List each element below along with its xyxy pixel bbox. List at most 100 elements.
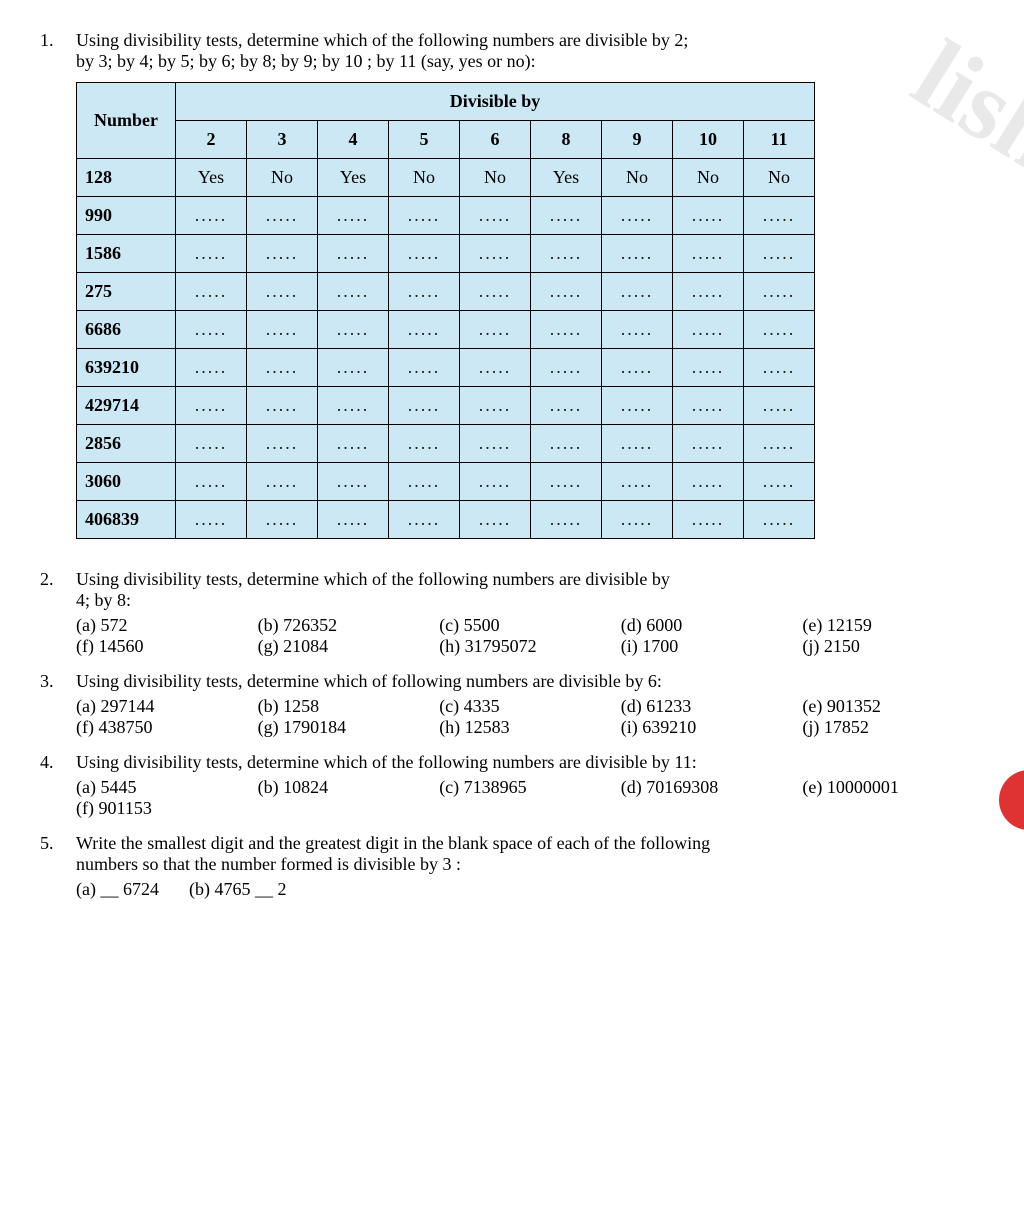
cell-value: ..... xyxy=(460,501,531,539)
table-row: 1586....................................… xyxy=(77,235,815,273)
row-number: 1586 xyxy=(77,235,176,273)
option-item: (b) 726352 xyxy=(258,615,440,636)
cell-value: ..... xyxy=(744,235,815,273)
cell-value: ..... xyxy=(460,463,531,501)
question-number: 5. xyxy=(40,833,76,900)
cell-value: ..... xyxy=(247,425,318,463)
cell-value: Yes xyxy=(318,159,389,197)
cell-value: No xyxy=(247,159,318,197)
cell-value: ..... xyxy=(744,349,815,387)
cell-value: ..... xyxy=(460,235,531,273)
cell-value: ..... xyxy=(389,349,460,387)
cell-value: ..... xyxy=(673,501,744,539)
header-number: Number xyxy=(77,83,176,159)
cell-value: ..... xyxy=(389,197,460,235)
cell-value: ..... xyxy=(531,387,602,425)
table-row: 406839..................................… xyxy=(77,501,815,539)
cell-value: ..... xyxy=(602,197,673,235)
table-divisor-row: 23456891011 xyxy=(77,121,815,159)
option-item: (a) 5445 xyxy=(76,777,258,798)
cell-value: ..... xyxy=(531,273,602,311)
option-item: (a) 572 xyxy=(76,615,258,636)
cell-value: ..... xyxy=(531,425,602,463)
cell-value: ..... xyxy=(460,425,531,463)
divisor-header: 6 xyxy=(460,121,531,159)
divisor-header: 11 xyxy=(744,121,815,159)
q1-line2: by 3; by 4; by 5; by 6; by 8; by 9; by 1… xyxy=(76,51,984,72)
row-number: 429714 xyxy=(77,387,176,425)
q1-line1: Using divisibility tests, determine whic… xyxy=(76,30,984,51)
table-row: 6686....................................… xyxy=(77,311,815,349)
option-item: (d) 61233 xyxy=(621,696,803,717)
cell-value: ..... xyxy=(389,387,460,425)
cell-value: ..... xyxy=(744,197,815,235)
cell-value: ..... xyxy=(247,197,318,235)
cell-value: ..... xyxy=(531,311,602,349)
cell-value: ..... xyxy=(673,197,744,235)
cell-value: ..... xyxy=(602,425,673,463)
cell-value: ..... xyxy=(318,463,389,501)
cell-value: ..... xyxy=(318,425,389,463)
cell-value: ..... xyxy=(673,273,744,311)
table-row: 429714..................................… xyxy=(77,387,815,425)
q4-options: (a) 5445(b) 10824(c) 7138965(d) 70169308… xyxy=(76,777,984,819)
option-item: (b) 10824 xyxy=(258,777,440,798)
cell-value: ..... xyxy=(318,387,389,425)
table-row: 128YesNoYesNoNoYesNoNoNo xyxy=(77,159,815,197)
table-row: 2856....................................… xyxy=(77,425,815,463)
cell-value: ..... xyxy=(673,311,744,349)
question-body: Using divisibility tests, determine whic… xyxy=(76,569,984,661)
divisor-header: 2 xyxy=(176,121,247,159)
cell-value: ..... xyxy=(460,197,531,235)
option-item: (j) 2150 xyxy=(802,636,984,657)
cell-value: ..... xyxy=(531,235,602,273)
option-item: (g) 21084 xyxy=(258,636,440,657)
question-4: 4. Using divisibility tests, determine w… xyxy=(40,752,984,823)
question-number: 4. xyxy=(40,752,76,823)
question-3: 3. Using divisibility tests, determine w… xyxy=(40,671,984,742)
cell-value: ..... xyxy=(389,501,460,539)
cell-value: ..... xyxy=(460,349,531,387)
cell-value: ..... xyxy=(247,501,318,539)
cell-value: ..... xyxy=(318,197,389,235)
option-item: (f) 14560 xyxy=(76,636,258,657)
table-header-row1: Number Divisible by xyxy=(77,83,815,121)
cell-value: ..... xyxy=(318,349,389,387)
q3-options: (a) 297144(b) 1258(c) 4335(d) 61233(e) 9… xyxy=(76,696,984,738)
cell-value: ..... xyxy=(673,425,744,463)
cell-value: ..... xyxy=(247,349,318,387)
row-number: 275 xyxy=(77,273,176,311)
cell-value: ..... xyxy=(176,463,247,501)
question-number: 2. xyxy=(40,569,76,661)
question-body: Using divisibility tests, determine whic… xyxy=(76,752,984,823)
cell-value: ..... xyxy=(460,311,531,349)
cell-value: ..... xyxy=(176,349,247,387)
row-number: 990 xyxy=(77,197,176,235)
row-number: 128 xyxy=(77,159,176,197)
cell-value: ..... xyxy=(602,349,673,387)
q2-line2: 4; by 8: xyxy=(76,590,984,611)
cell-value: ..... xyxy=(602,501,673,539)
cell-value: No xyxy=(744,159,815,197)
q5-line2: numbers so that the number formed is div… xyxy=(76,854,984,875)
option-item: (a) __ 6724 xyxy=(76,879,159,900)
cell-value: ..... xyxy=(389,311,460,349)
option-item: (g) 1790184 xyxy=(258,717,440,738)
q4-text: Using divisibility tests, determine whic… xyxy=(76,752,984,773)
cell-value: ..... xyxy=(531,463,602,501)
cell-value: ..... xyxy=(460,273,531,311)
cell-value: ..... xyxy=(389,425,460,463)
divisor-header: 9 xyxy=(602,121,673,159)
cell-value: ..... xyxy=(247,463,318,501)
divisor-header: 3 xyxy=(247,121,318,159)
question-number: 3. xyxy=(40,671,76,742)
option-item: (f) 901153 xyxy=(76,798,258,819)
question-1: 1. Using divisibility tests, determine w… xyxy=(40,30,984,559)
cell-value: ..... xyxy=(673,235,744,273)
row-number: 2856 xyxy=(77,425,176,463)
q5-options: (a) __ 6724(b) 4765 __ 2 xyxy=(76,879,984,900)
cell-value: ..... xyxy=(389,273,460,311)
option-item: (a) 297144 xyxy=(76,696,258,717)
row-number: 3060 xyxy=(77,463,176,501)
cell-value: ..... xyxy=(176,387,247,425)
